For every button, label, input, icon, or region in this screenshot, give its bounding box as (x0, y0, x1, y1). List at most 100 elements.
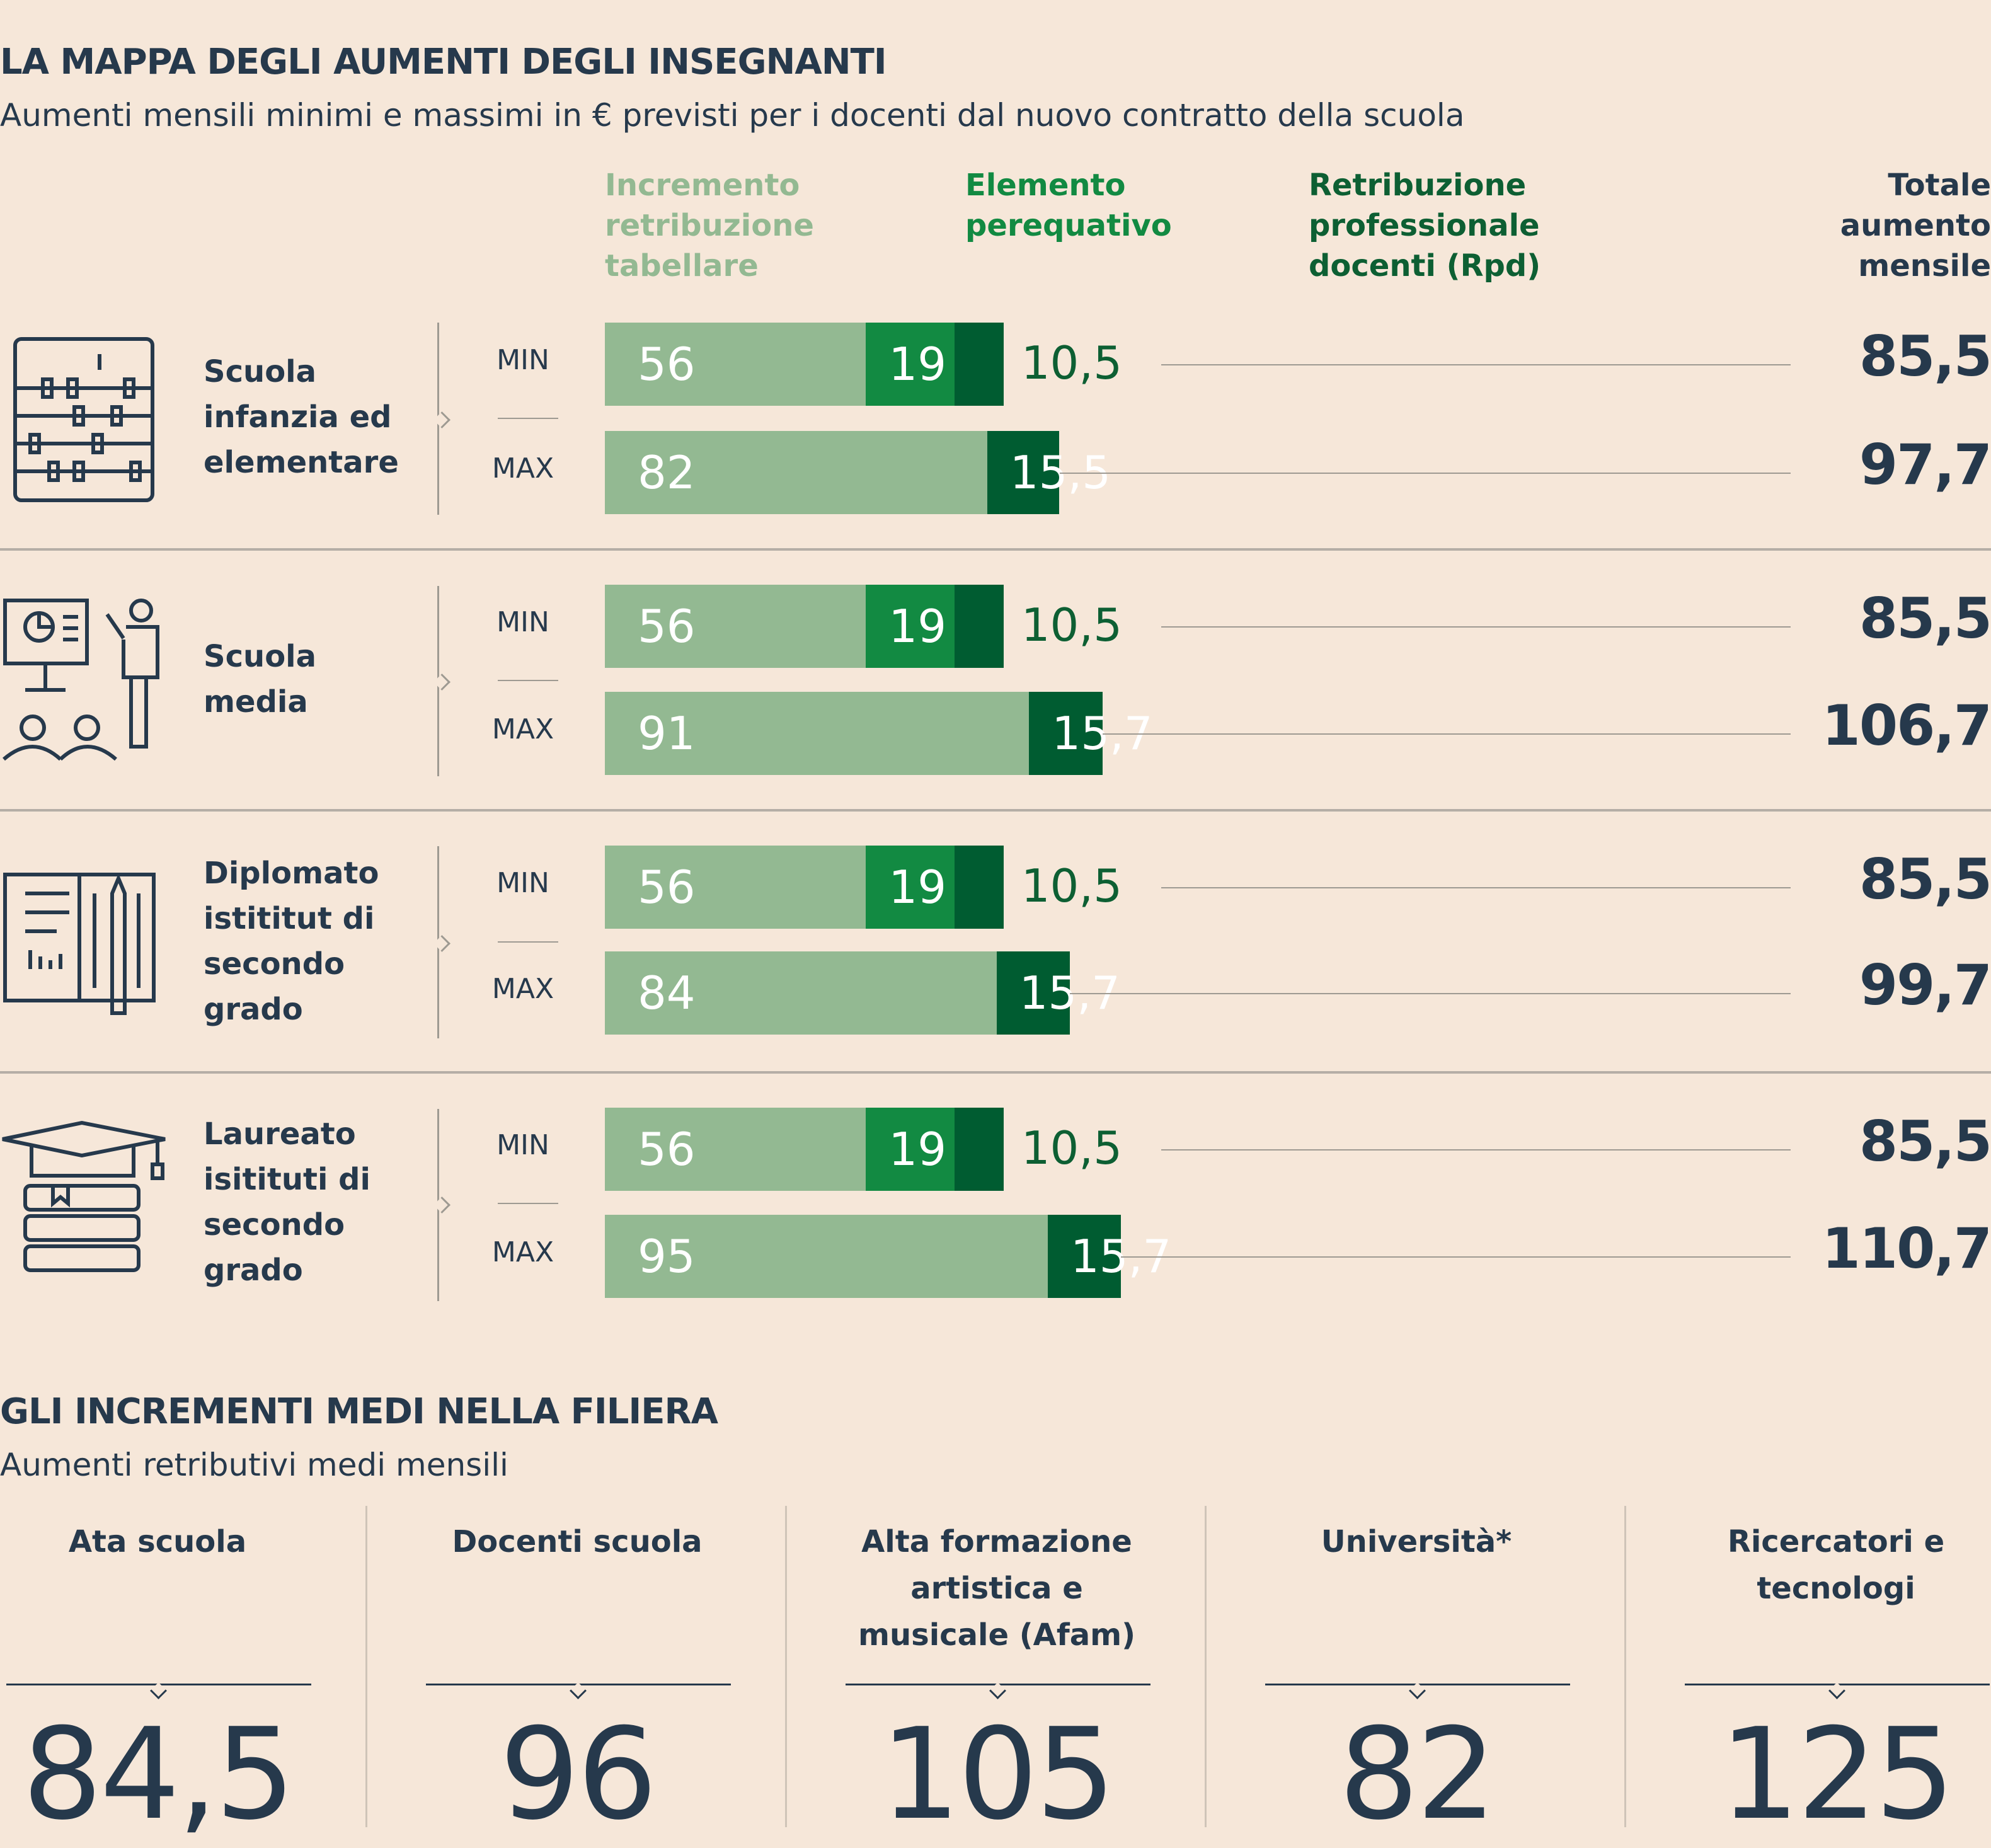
bar-segment-rpd (955, 585, 1004, 668)
bar-label-perequativo: 19 (888, 338, 947, 391)
minmax-divider (498, 941, 558, 943)
bar-segment-rpd: 15,7 (996, 951, 1120, 1035)
total-value: 85,5 (1859, 586, 1991, 651)
bar-label-perequativo: 19 (888, 861, 947, 914)
column-value: 84,5 (22, 1701, 295, 1848)
brace-marker (433, 1197, 450, 1214)
row-divider (0, 809, 1991, 812)
bar-segment-perequativo: 19 (866, 585, 955, 668)
total-value: 85,5 (1859, 324, 1991, 389)
bar-segment-tabellare: 56 (605, 323, 866, 406)
bar-label-tabellare: 56 (638, 861, 696, 914)
legend-incremento: Incremento retribuzione tabellare (605, 168, 814, 284)
column-value: 96 (499, 1701, 658, 1848)
category-name: Scuola infanzia ed elementare (204, 354, 399, 480)
stacked-bar: 84 15,7 (605, 951, 1120, 1035)
column-value: 82 (1338, 1701, 1497, 1848)
minmax-divider (498, 418, 558, 419)
bar-segment-tabellare: 84 (605, 951, 997, 1035)
total-value: 99,7 (1859, 953, 1991, 1018)
bar-label-tabellare: 56 (638, 338, 696, 391)
column-label: Ricercatori e tecnologi (1727, 1524, 1945, 1606)
graduation-cap-books-icon (2, 1120, 166, 1272)
bar-label-perequativo: 19 (888, 600, 947, 653)
column-label: Ata scuola (68, 1524, 247, 1559)
bar-label-rpd: 10,5 (1021, 336, 1122, 389)
stacked-bar: 95 15,7 (605, 1215, 1171, 1298)
column-value: 105 (880, 1701, 1116, 1848)
bar-label-rpd: 10,5 (1021, 859, 1122, 912)
minmax-divider (498, 1203, 558, 1204)
bar-label-tabellare: 84 (638, 967, 696, 1019)
row-divider (0, 1071, 1991, 1074)
bar-segment-rpd: 15,5 (987, 431, 1111, 514)
connector-line (1161, 1149, 1791, 1151)
column-label: Università* (1321, 1524, 1512, 1559)
stacked-bar: 56 19 (605, 846, 1004, 929)
brace-marker (433, 935, 450, 952)
bar-segment-rpd: 15,7 (1029, 692, 1153, 775)
connector-line (1069, 993, 1791, 994)
row-label-min: MIN (496, 344, 549, 376)
stacked-bar: 56 19 (605, 323, 1004, 406)
total-value: 110,7 (1822, 1216, 1991, 1281)
category-name: Diplomato istititut di secondo grado (204, 856, 379, 1027)
bar-segment-tabellare: 56 (605, 846, 866, 929)
connector-line (1121, 1256, 1791, 1258)
connector-line (1161, 887, 1791, 888)
connector-line (1059, 473, 1791, 474)
brace-marker (433, 411, 450, 428)
bar-segment-tabellare: 95 (605, 1215, 1048, 1298)
bar-segment-perequativo: 19 (866, 323, 955, 406)
open-book-pencil-icon (3, 873, 156, 1015)
legend-totale: Totale aumento mensile (1840, 168, 1991, 284)
bar-label-tabellare: 56 (638, 1123, 696, 1176)
column-divider (1624, 1506, 1626, 1827)
column-divider (365, 1506, 367, 1827)
bar-segment-tabellare: 56 (605, 1108, 866, 1191)
bar-label-tabellare: 95 (638, 1230, 696, 1283)
column-value: 125 (1719, 1701, 1955, 1848)
bar-segment-rpd: 15,7 (1048, 1215, 1171, 1298)
bar-segment-tabellare: 82 (605, 431, 987, 514)
minmax-divider (498, 680, 558, 681)
bar-segment-rpd (955, 846, 1004, 929)
column-label: Docenti scuola (452, 1524, 703, 1559)
row-divider (0, 548, 1991, 551)
stacked-bar: 82 15,5 (605, 431, 1111, 514)
total-value: 97,7 (1859, 432, 1991, 497)
stacked-bar: 56 19 (605, 1108, 1004, 1191)
bar-segment-rpd (955, 323, 1004, 406)
stacked-bar: 91 15,7 (605, 692, 1153, 775)
total-value: 85,5 (1859, 1109, 1991, 1174)
stacked-bar: 56 19 (605, 585, 1004, 668)
connector-line (1102, 733, 1791, 735)
row-label-max: MAX (491, 452, 554, 485)
connector-line (1161, 626, 1791, 628)
bar-segment-tabellare: 56 (605, 585, 866, 668)
brace-marker (433, 674, 450, 691)
bar-label-tabellare: 91 (638, 707, 696, 760)
column-divider (1205, 1506, 1207, 1827)
teacher-classroom-icon (3, 599, 159, 761)
connector-line (1161, 364, 1791, 365)
legend-perequativo: Elemento perequativo (965, 168, 1172, 243)
column-divider (785, 1506, 787, 1827)
row-label-min: MIN (496, 867, 549, 899)
total-value: 106,7 (1822, 693, 1991, 758)
category-name: Scuola media (204, 639, 317, 720)
total-value: 85,5 (1859, 847, 1991, 912)
bar-segment-perequativo: 19 (866, 846, 955, 929)
bar-label-perequativo: 19 (888, 1123, 947, 1176)
chart-title: LA MAPPA DEGLI AUMENTI DEGLI INSEGNANTI (0, 42, 887, 83)
bar-segment-tabellare: 91 (605, 692, 1030, 775)
abacus-icon (13, 337, 154, 502)
bar-label-tabellare: 56 (638, 600, 696, 653)
bar-label-tabellare: 82 (638, 446, 696, 499)
row-label-min: MIN (496, 606, 549, 638)
bar-segment-rpd (955, 1108, 1004, 1191)
section2-title: GLI INCREMENTI MEDI NELLA FILIERA (0, 1391, 718, 1432)
bar-label-rpd: 10,5 (1021, 1122, 1122, 1174)
column-label: Alta formazione artistica e musicale (Af… (858, 1524, 1136, 1653)
row-label-min: MIN (496, 1129, 549, 1161)
